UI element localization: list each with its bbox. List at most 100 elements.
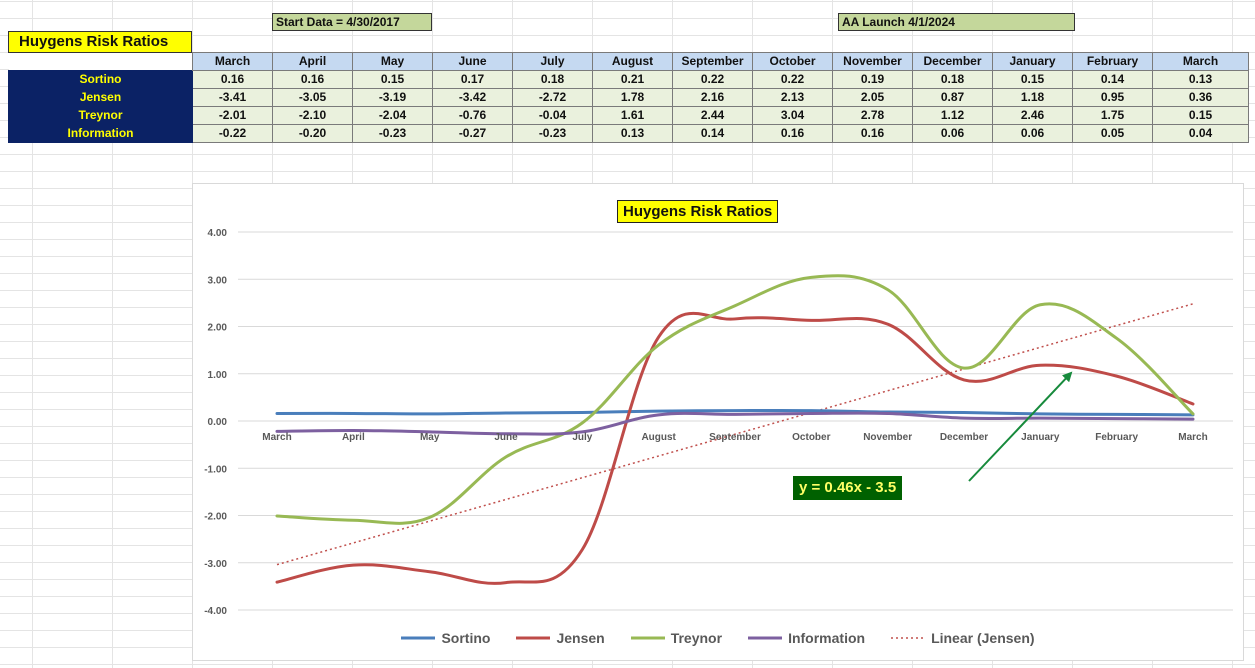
table-cell[interactable]: 0.06 [912, 124, 993, 143]
table-cell[interactable]: 0.14 [672, 124, 753, 143]
table-cell[interactable]: 1.18 [992, 88, 1073, 107]
table-cell[interactable]: -2.01 [192, 106, 273, 125]
chart-area[interactable]: 4.00 3.00 2.00 1.00 0.00 -1.00 -2.00 -3.00 -4.00… [192, 183, 1244, 661]
table-cell[interactable]: -2.10 [272, 106, 353, 125]
launch-date-note[interactable]: AA Launch 4/1/2024 [838, 13, 1075, 31]
start-date-note[interactable]: Start Data = 4/30/2017 [272, 13, 432, 31]
table-cell[interactable]: -0.22 [192, 124, 273, 143]
y-tick-label: 3.00 [208, 275, 228, 286]
table-cell[interactable]: 0.16 [752, 124, 833, 143]
information-series-line [275, 411, 1195, 436]
table-cell[interactable]: -3.41 [192, 88, 273, 107]
table-cell[interactable]: 0.36 [1152, 88, 1249, 107]
month-header[interactable]: January [992, 52, 1073, 71]
table-cell[interactable]: 0.17 [432, 70, 513, 89]
jensen-series-line [275, 311, 1195, 585]
table-cell[interactable]: 2.05 [832, 88, 913, 107]
month-header[interactable]: March [192, 52, 273, 71]
legend-item[interactable]: Jensen [516, 630, 605, 646]
x-category-label: October [792, 432, 830, 443]
table-cell[interactable]: 0.13 [592, 124, 673, 143]
table-cell[interactable]: -3.05 [272, 88, 353, 107]
table-cell[interactable]: -0.20 [272, 124, 353, 143]
table-cell[interactable]: 0.15 [352, 70, 433, 89]
table-cell[interactable]: 0.16 [192, 70, 273, 89]
sortino-series-line [275, 408, 1195, 417]
annotation-arrow [968, 371, 1073, 482]
legend-swatch [891, 637, 926, 639]
legend-label: Treynor [670, 630, 723, 646]
table-cell[interactable]: 1.78 [592, 88, 673, 107]
table-cell[interactable]: 0.21 [592, 70, 673, 89]
table-cell[interactable]: 0.19 [832, 70, 913, 89]
legend-item[interactable]: Treynor [630, 630, 723, 646]
x-category-label: June [494, 432, 518, 443]
table-cell[interactable]: 0.15 [1152, 106, 1249, 125]
table-cell[interactable]: -2.72 [512, 88, 593, 107]
table-cell[interactable]: 2.44 [672, 106, 753, 125]
legend-swatch [401, 636, 436, 640]
row-label-treynor[interactable]: Treynor [8, 106, 193, 125]
table-cell[interactable]: 2.16 [672, 88, 753, 107]
table-cell[interactable]: 2.78 [832, 106, 913, 125]
table-cell[interactable]: 3.04 [752, 106, 833, 125]
month-header[interactable]: February [1072, 52, 1153, 71]
legend-label: Information [788, 630, 866, 646]
table-cell[interactable]: 0.05 [1072, 124, 1153, 143]
table-cell[interactable]: 0.18 [512, 70, 593, 89]
table-cell[interactable]: 0.16 [832, 124, 913, 143]
table-cell[interactable]: 0.95 [1072, 88, 1153, 107]
table-cell[interactable]: -2.04 [352, 106, 433, 125]
table-cell[interactable]: 1.61 [592, 106, 673, 125]
y-tick-label: -2.00 [204, 512, 227, 523]
legend-item[interactable]: Linear (Jensen) [891, 630, 1035, 646]
row-label-sortino[interactable]: Sortino [8, 70, 193, 89]
month-header[interactable]: May [352, 52, 433, 71]
month-header[interactable]: August [592, 52, 673, 71]
month-header[interactable]: April [272, 52, 353, 71]
table-cell[interactable]: -3.42 [432, 88, 513, 107]
chart-title[interactable]: Huygens Risk Ratios [617, 200, 779, 223]
table-cell[interactable]: 1.12 [912, 106, 993, 125]
table-cell[interactable]: -0.23 [512, 124, 593, 143]
month-header[interactable]: October [752, 52, 833, 71]
table-cell[interactable]: 0.04 [1152, 124, 1249, 143]
x-category-label: August [641, 432, 676, 443]
table-cell[interactable]: 0.22 [672, 70, 753, 89]
table-cell[interactable]: -0.04 [512, 106, 593, 125]
chart-legend: Sortino Jensen Treynor Information Linear (J… [193, 630, 1243, 646]
row-label-information[interactable]: Information [8, 124, 193, 143]
month-header[interactable]: March [1152, 52, 1249, 71]
table-cell[interactable]: 0.13 [1152, 70, 1249, 89]
x-category-label: February [1095, 432, 1138, 443]
legend-item[interactable]: Information [748, 630, 865, 646]
table-cell[interactable]: -0.27 [432, 124, 513, 143]
table-cell[interactable]: 0.15 [992, 70, 1073, 89]
legend-swatch [748, 636, 783, 640]
month-header[interactable]: June [432, 52, 513, 71]
x-category-label: April [342, 432, 365, 443]
row-label-jensen[interactable]: Jensen [8, 88, 193, 107]
table-cell[interactable]: 0.16 [272, 70, 353, 89]
legend-item[interactable]: Sortino [401, 630, 490, 646]
month-header[interactable]: November [832, 52, 913, 71]
table-cell[interactable]: 0.14 [1072, 70, 1153, 89]
table-cell[interactable]: 0.18 [912, 70, 993, 89]
month-header[interactable]: December [912, 52, 993, 71]
table-cell[interactable]: -0.76 [432, 106, 513, 125]
table-cell[interactable]: 1.75 [1072, 106, 1153, 125]
trendline-equation-label[interactable]: y = 0.46x - 3.5 [793, 476, 903, 500]
table-cell[interactable]: 0.22 [752, 70, 833, 89]
table-cell[interactable]: 0.06 [992, 124, 1073, 143]
legend-label: Linear (Jensen) [931, 630, 1035, 646]
x-category-label: March [262, 432, 291, 443]
table-cell[interactable]: 0.87 [912, 88, 993, 107]
table-cell[interactable]: -0.23 [352, 124, 433, 143]
table-cell[interactable]: 2.13 [752, 88, 833, 107]
table-corner [8, 52, 193, 71]
table-cell[interactable]: -3.19 [352, 88, 433, 107]
month-header[interactable]: September [672, 52, 753, 71]
sheet-title[interactable]: Huygens Risk Ratios [8, 31, 192, 53]
table-cell[interactable]: 2.46 [992, 106, 1073, 125]
month-header[interactable]: July [512, 52, 593, 71]
